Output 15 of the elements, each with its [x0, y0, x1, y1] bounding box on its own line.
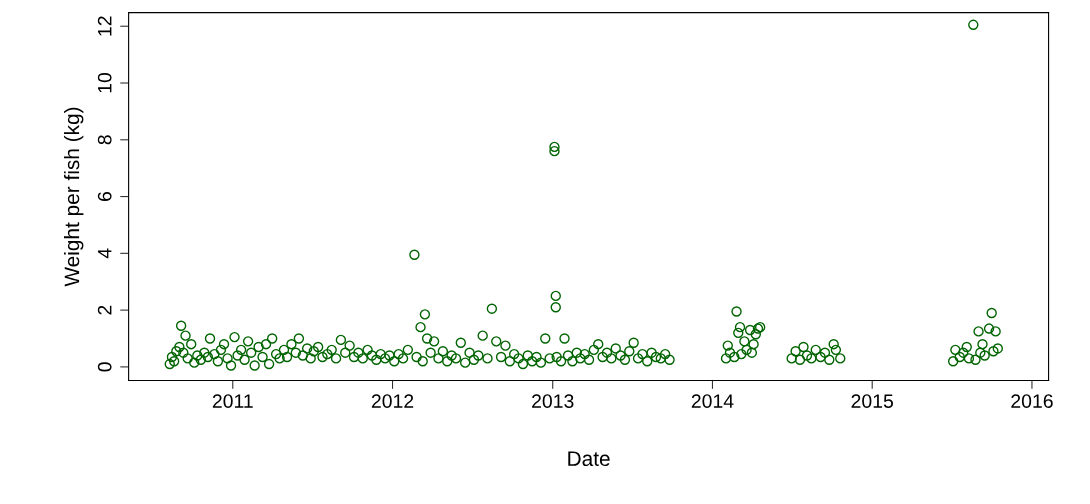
x-tick-label: 2013: [532, 394, 574, 408]
y-tick-label: 12: [97, 16, 112, 36]
x-tick-label: 2015: [851, 394, 894, 408]
y-tick-label: 4: [98, 248, 112, 259]
x-axis-title: Date: [568, 451, 610, 467]
x-tick-label: 2011: [212, 394, 253, 408]
y-tick-label: 0: [97, 362, 112, 372]
y-tick-label: 2: [97, 305, 112, 315]
y-tick-label: 6: [97, 192, 112, 201]
y-axis-title: Weight per fish (kg): [63, 107, 84, 287]
x-tick-label: 2014: [691, 394, 734, 408]
x-tick-label: 2016: [1011, 394, 1053, 408]
y-tick-label: 10: [97, 72, 112, 93]
y-tick-label: 8: [97, 135, 112, 145]
x-tick-label: 2012: [371, 394, 414, 408]
